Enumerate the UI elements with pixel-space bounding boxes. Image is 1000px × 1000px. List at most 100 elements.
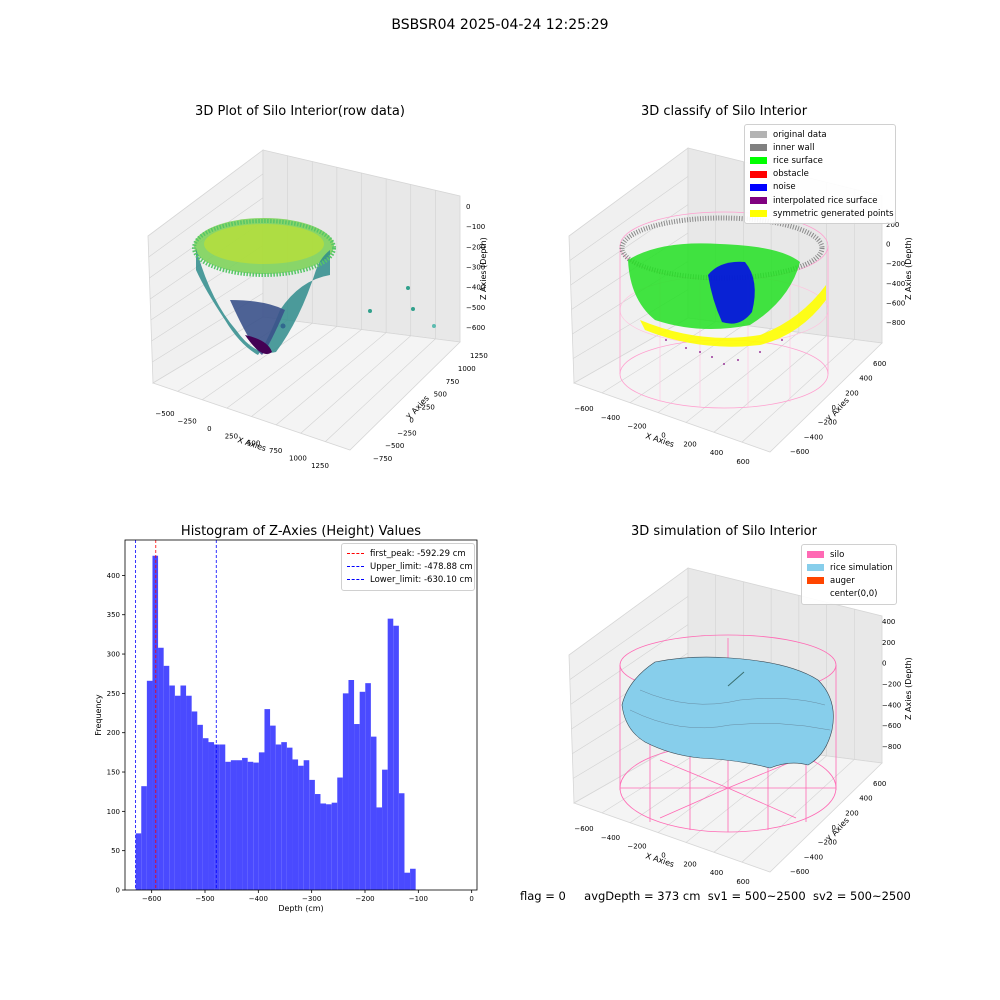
histogram-bar <box>258 752 265 890</box>
raw-z-tick: 0 <box>466 203 470 211</box>
raw-y-tick: −250 <box>397 429 416 437</box>
classify-y-tick: −200 <box>818 419 837 427</box>
legend-swatch <box>347 579 364 581</box>
histogram-bar <box>163 665 170 890</box>
raw-x-tick: 1000 <box>289 455 307 463</box>
legend-swatch <box>347 553 364 555</box>
raw-x-tick: 1250 <box>311 462 329 470</box>
legend-swatch <box>750 197 767 205</box>
legend-label: inner wall <box>773 142 815 153</box>
raw-z-tick: −100 <box>466 223 485 231</box>
classify-z-tick: 200 <box>886 221 899 229</box>
legend-item: center(0,0) <box>807 588 891 601</box>
histogram-bar <box>275 744 282 890</box>
sim-x-tick: 0 <box>661 852 665 860</box>
legend-label: silo <box>830 549 845 560</box>
histogram-bar <box>146 680 153 890</box>
histogram-bar <box>264 709 271 890</box>
classify-z-tick: 0 <box>886 241 890 249</box>
histogram-y-tick: 50 <box>111 847 120 855</box>
classify-x-tick: −600 <box>574 405 593 413</box>
legend-label: original data <box>773 129 827 140</box>
raw-point-cloud <box>192 218 436 355</box>
status-footer: flag = 0 avgDepth = 373 cm sv1 = 500~250… <box>520 889 911 903</box>
legend-label: center(0,0) <box>830 589 878 600</box>
classify-x-axis-label: X Axies <box>644 431 675 449</box>
histogram-x-tick: −600 <box>142 895 161 903</box>
raw-z-tick: −400 <box>466 284 485 292</box>
sim-z-tick: −600 <box>882 722 901 730</box>
raw-z-tick: −500 <box>466 304 485 312</box>
histogram-bar <box>191 711 198 890</box>
legend-item: symmetric generated points <box>750 207 894 220</box>
sim-y-tick: −600 <box>790 868 809 876</box>
histogram-bar <box>230 760 237 890</box>
histogram-bar <box>202 738 209 890</box>
sim-x-tick: −600 <box>574 825 593 833</box>
histogram-y-tick: 300 <box>107 651 120 659</box>
histogram-x-tick: −400 <box>249 895 268 903</box>
histogram-bar <box>331 802 338 890</box>
sim-x-tick: 400 <box>710 869 723 877</box>
histogram-bar <box>320 803 327 890</box>
sim-y-tick: −400 <box>804 853 823 861</box>
classify-z-tick: −200 <box>886 260 905 268</box>
sim-y-tick: 200 <box>845 809 858 817</box>
classify-y-tick: 0 <box>832 404 836 412</box>
histogram-bar <box>169 685 175 890</box>
sim-z-tick: −800 <box>882 743 901 751</box>
sim-z-tick: 400 <box>882 618 895 626</box>
classify-plot-title: 3D classify of Silo Interior <box>640 104 808 119</box>
sim-y-tick: 600 <box>873 780 886 788</box>
histogram-bar <box>298 765 304 890</box>
histogram-x-tick: −500 <box>195 895 214 903</box>
classify-y-axis-label: Y Axies <box>824 396 851 424</box>
histogram-title: Histogram of Z-Axies (Height) Values <box>180 524 422 539</box>
legend-item: interpolated rice surface <box>750 194 890 207</box>
sim-y-tick: 0 <box>832 824 836 832</box>
classify-y-tick: −400 <box>804 433 823 441</box>
classify-x-tick: 0 <box>661 432 665 440</box>
figure-title: BSBSR04 2025-04-24 12:25:29 <box>391 17 609 33</box>
histogram-bar <box>152 555 159 890</box>
legend-item: first_peak: -592.29 cm <box>347 547 469 560</box>
avg-depth-text: avgDepth = 373 cm <box>584 889 701 903</box>
histogram-bar <box>208 742 215 890</box>
legend-label: Upper_limit: -478.88 cm <box>370 561 473 572</box>
histogram-x-tick: −300 <box>302 895 321 903</box>
sim-x-tick: −200 <box>627 843 646 851</box>
raw-y-tick: 1000 <box>458 365 476 373</box>
histogram-bar <box>404 872 411 890</box>
histogram-y-tick: 350 <box>107 611 120 619</box>
histogram-y-tick: 200 <box>107 729 120 737</box>
raw-y-tick: 500 <box>434 391 447 399</box>
auger-marker <box>727 671 745 687</box>
raw-plot-title: 3D Plot of Silo Interior(row data) <box>195 104 405 119</box>
histogram-axes: −600 −500 −400 −300 −200 −100 0 0 50 100 150 200 25… <box>94 539 478 913</box>
raw-x-tick: 750 <box>269 447 282 455</box>
legend-label: obstacle <box>773 169 809 180</box>
legend-label: rice simulation <box>830 562 893 573</box>
raw-y-tick: 1250 <box>470 352 488 360</box>
raw-y-tick: −500 <box>385 442 404 450</box>
histogram-bar <box>225 761 231 890</box>
raw-x-tick: 250 <box>225 432 238 440</box>
histogram-bar <box>180 685 187 890</box>
histogram-bar <box>281 742 287 890</box>
legend-swatch <box>750 170 767 178</box>
classify-x-tick: 200 <box>683 440 696 448</box>
classify-z-tick: −600 <box>886 299 905 307</box>
histogram-bar <box>242 757 248 890</box>
histogram-bar <box>141 786 147 890</box>
sim-z-tick: −200 <box>882 681 901 689</box>
histogram-bar <box>365 683 371 890</box>
legend-swatch <box>750 144 767 152</box>
classify-point-cloud <box>619 211 829 409</box>
raw-z-tick: −300 <box>466 264 485 272</box>
raw-z-tick: −600 <box>466 324 485 332</box>
histogram-bar <box>309 779 315 890</box>
sim-z-tick: −400 <box>882 701 901 709</box>
histogram-bar <box>314 794 321 890</box>
